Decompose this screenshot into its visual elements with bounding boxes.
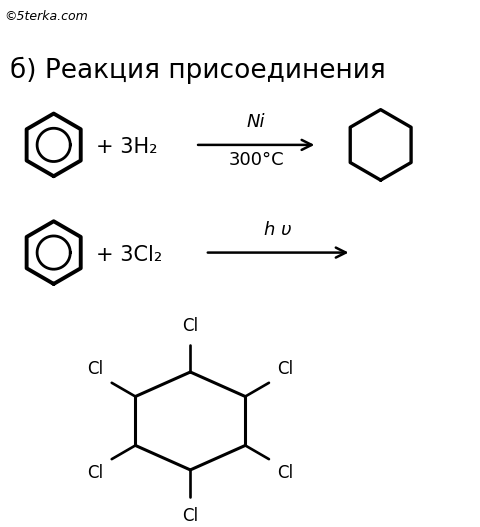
Text: h υ: h υ (264, 221, 292, 239)
Text: + 3Cl₂: + 3Cl₂ (96, 245, 162, 265)
Text: Cl: Cl (277, 464, 293, 482)
Text: 300°C: 300°C (228, 151, 284, 169)
Text: Cl: Cl (87, 360, 103, 378)
Text: ©5terka.com: ©5terka.com (4, 10, 88, 23)
Text: Cl: Cl (277, 360, 293, 378)
Text: + 3H₂: + 3H₂ (96, 137, 157, 157)
Text: Cl: Cl (182, 507, 198, 525)
Text: Cl: Cl (182, 317, 198, 335)
Text: Cl: Cl (87, 464, 103, 482)
Text: б) Реакция присоединения: б) Реакция присоединения (10, 57, 385, 84)
Text: Ni: Ni (247, 113, 265, 131)
